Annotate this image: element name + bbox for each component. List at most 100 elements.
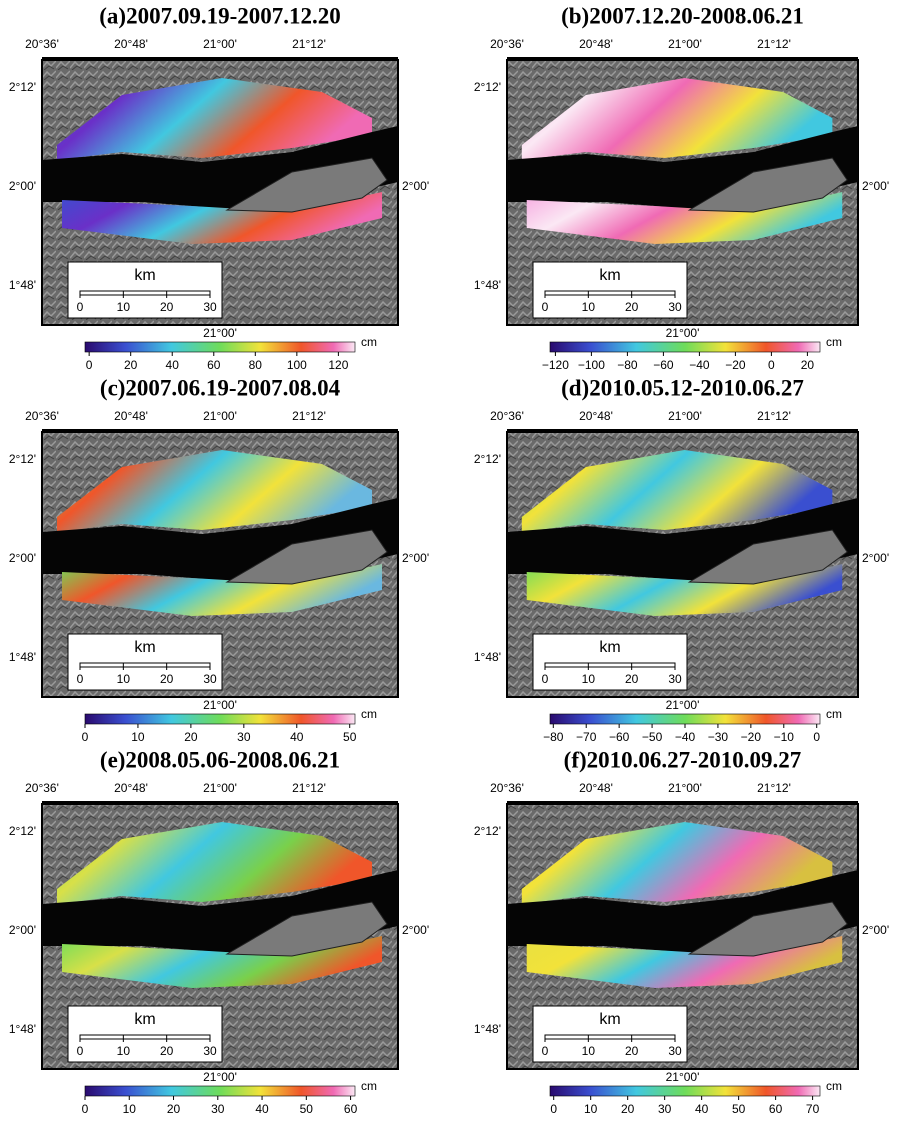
scale-tick-label: 10 — [582, 1044, 596, 1058]
lon-label: 21°12' — [757, 781, 791, 795]
colorbar-tick-label: 40 — [695, 1102, 709, 1116]
panel: (d)2010.05.12-2010.06.27 20°36' 20°48' 21°0… — [474, 375, 889, 744]
colorbar-tick-label: 0 — [86, 358, 93, 372]
lat-label: 2°00' — [862, 923, 889, 937]
colorbar-tick-label: 70 — [806, 1102, 820, 1116]
scale-tick-label: 30 — [203, 1044, 217, 1058]
lon-label: 20°48' — [579, 781, 613, 795]
colorbar-tick-label: 20 — [621, 1102, 635, 1116]
lon-label: 21°12' — [292, 409, 326, 423]
colorbar-tick-label: −20 — [725, 358, 746, 372]
lat-label: 2°12' — [474, 452, 501, 466]
lon-label: 20°36' — [25, 781, 59, 795]
colorbar — [85, 1086, 355, 1096]
scale-tick-label: 0 — [542, 672, 549, 686]
colorbar-tick-label: −100 — [578, 358, 605, 372]
colorbar-tick-label: 10 — [131, 730, 145, 744]
lon-label: 20°36' — [490, 409, 524, 423]
panel-title: (e)2008.05.06-2008.06.21 — [100, 747, 340, 772]
scale-tick-label: 20 — [625, 1044, 639, 1058]
lat-label: 2°12' — [474, 80, 501, 94]
scale-tick-label: 0 — [542, 300, 549, 314]
panel: (e)2008.05.06-2008.06.2120°36'20°48'21°0… — [9, 747, 429, 1116]
lat-label: 2°00' — [9, 179, 36, 193]
lon-label: 21°00' — [668, 781, 702, 795]
colorbar-tick-label: 120 — [328, 358, 348, 372]
top-frame — [507, 801, 858, 804]
colorbar-tick-label: −10 — [774, 730, 795, 744]
colorbar-tick-label: −40 — [675, 730, 696, 744]
colorbar-tick-label: 30 — [658, 1102, 672, 1116]
panel-title: (b)2007.12.20-2008.06.21 — [561, 3, 804, 28]
top-frame — [42, 429, 398, 432]
lat-label: 1°48' — [9, 650, 36, 664]
scale-tick-label: 30 — [668, 1044, 682, 1058]
lon-label: 21°00' — [203, 781, 237, 795]
panel: (c)2007.06.19-2007.08.0420°36'20°48'21°0… — [9, 375, 429, 744]
figure: (a)2007.09.19-2007.12.20 20°36' 20°48' 21°0… — [0, 0, 903, 1136]
colorbar-tick-label: 20 — [184, 730, 198, 744]
colorbar-tick-label: 80 — [249, 358, 263, 372]
scale-tick-label: 0 — [77, 300, 84, 314]
lat-label: 2°00' — [402, 551, 429, 565]
colorbar-tick-label: 20 — [167, 1102, 181, 1116]
colorbar-tick-label: 40 — [166, 358, 180, 372]
colorbar-tick-label: 20 — [801, 358, 815, 372]
scale-tick-label: 10 — [582, 300, 596, 314]
colorbar-unit: cm — [826, 707, 842, 721]
scale-tick-label: 30 — [203, 672, 217, 686]
scale-tick-label: 0 — [542, 1044, 549, 1058]
lon-label: 21°00' — [666, 698, 700, 712]
scale-tick-label: 20 — [160, 300, 174, 314]
lat-label: 2°12' — [9, 824, 36, 838]
lon-label: 21°12' — [292, 781, 326, 795]
colorbar-unit: cm — [361, 707, 377, 721]
top-frame — [507, 57, 858, 60]
scale-unit: km — [134, 639, 155, 656]
colorbar — [85, 342, 355, 352]
colorbar-tick-label: 10 — [123, 1102, 137, 1116]
lon-label: 20°48' — [114, 37, 148, 51]
lat-label: 1°48' — [474, 650, 501, 664]
scale-unit: km — [599, 639, 620, 656]
colorbar-tick-label: 10 — [584, 1102, 598, 1116]
top-frame — [507, 429, 858, 432]
scale-tick-label: 10 — [117, 300, 131, 314]
scale-bar — [545, 291, 675, 295]
lat-label: 2°00' — [9, 923, 36, 937]
colorbar-tick-label: 0 — [82, 730, 89, 744]
lon-label: 21°00' — [203, 698, 237, 712]
scale-bar — [545, 1035, 675, 1039]
lat-label: 1°48' — [474, 278, 501, 292]
colorbar-tick-label: 50 — [732, 1102, 746, 1116]
scale-unit: km — [134, 1011, 155, 1028]
lon-label: 21°00' — [668, 409, 702, 423]
scale-tick-label: 20 — [160, 672, 174, 686]
scale-bar — [80, 1035, 210, 1039]
colorbar-tick-label: 50 — [300, 1102, 314, 1116]
scale-tick-label: 10 — [117, 1044, 131, 1058]
panel-title: (a)2007.09.19-2007.12.20 — [99, 3, 340, 28]
panel-title: (c)2007.06.19-2007.08.04 — [100, 375, 341, 400]
colorbar-tick-label: −80 — [617, 358, 638, 372]
scale-tick-label: 30 — [203, 300, 217, 314]
lon-label: 21°00' — [666, 1070, 700, 1084]
scale-tick-label: 20 — [625, 300, 639, 314]
top-frame — [42, 801, 398, 804]
lon-label: 21°12' — [757, 37, 791, 51]
lon-label: 21°12' — [292, 37, 326, 51]
lon-label: 21°00' — [203, 1070, 237, 1084]
scale-bar — [80, 663, 210, 667]
scale-unit: km — [599, 1011, 620, 1028]
panel: (b)2007.12.20-2008.06.2120°36'20°48'21°0… — [474, 3, 889, 372]
lon-label: 20°48' — [579, 409, 613, 423]
lon-label: 20°36' — [490, 781, 524, 795]
colorbar-unit: cm — [826, 335, 842, 349]
colorbar-unit: cm — [361, 335, 377, 349]
scale-tick-label: 10 — [582, 672, 596, 686]
scale-tick-label: 30 — [668, 672, 682, 686]
panel: (f)2010.06.27-2010.09.2720°36'20°48'21°0… — [474, 747, 889, 1116]
colorbar-tick-label: 60 — [769, 1102, 783, 1116]
panel-title: (d)2010.05.12-2010.06.27 — [561, 375, 804, 400]
lon-label: 20°48' — [579, 37, 613, 51]
